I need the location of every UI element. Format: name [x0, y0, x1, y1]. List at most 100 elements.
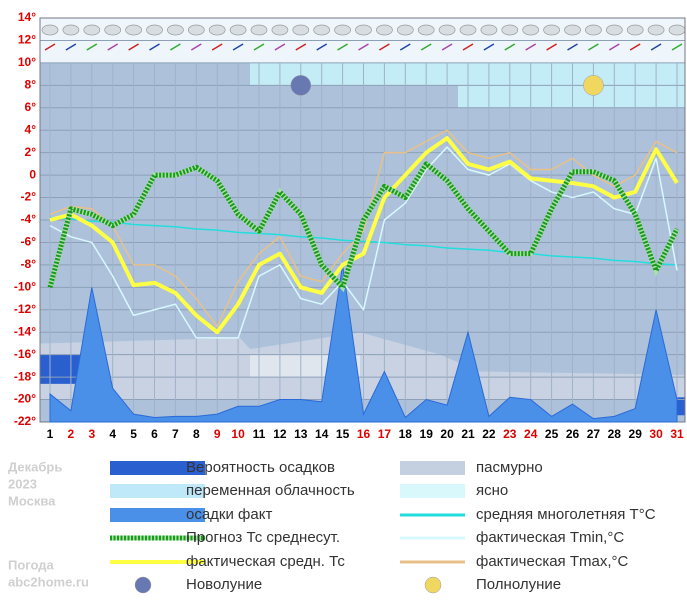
y-tick-label: -2° [21, 190, 37, 204]
legend-label: фактическая Tmin,°C [476, 529, 624, 546]
wind-arrow [170, 43, 181, 51]
x-tick-label: 17 [378, 427, 392, 441]
weather-icon [83, 24, 101, 36]
y-tick-label: -10° [14, 280, 36, 294]
wind-arrow [650, 43, 662, 51]
wind-arrow [190, 43, 202, 51]
y-tick-label: -4° [21, 212, 37, 226]
x-tick-label: 28 [608, 427, 622, 441]
legend-label: фактическая Tmax,°C [476, 553, 629, 570]
legend-label: переменная облачность [186, 482, 355, 499]
x-tick-label: 12 [273, 427, 287, 441]
series-line [49, 146, 678, 339]
x-tick-label: 13 [294, 427, 308, 441]
weather-icon [250, 24, 268, 36]
x-tick-label: 22 [482, 427, 496, 441]
x-tick-label: 18 [399, 427, 413, 441]
weather-icon [292, 24, 310, 36]
x-tick-label: 21 [461, 427, 475, 441]
x-tick-label: 1 [47, 427, 54, 441]
x-tick-label: 8 [193, 427, 200, 441]
wind-arrow [671, 43, 683, 51]
weather-icon [396, 24, 414, 36]
weather-icon [146, 24, 163, 36]
weather-icon [229, 24, 247, 36]
weather-icon [647, 24, 665, 36]
y-tick-label: 4° [25, 122, 37, 136]
overcast-band [40, 332, 685, 400]
month: Декабрь [8, 459, 62, 474]
weather-icon [543, 24, 560, 36]
legend-label: средняя многолетняя T°C [476, 506, 656, 523]
weather-icon [417, 24, 435, 36]
x-tick-label: 9 [214, 427, 221, 441]
x-tick-label: 16 [357, 427, 371, 441]
series-line [49, 136, 679, 335]
moon [583, 75, 604, 96]
wind-arrow [504, 43, 516, 51]
y-tick-label: 0 [29, 167, 36, 181]
x-tick-label: 2 [68, 427, 75, 441]
moon [290, 75, 312, 96]
legend-label: Полнолуние [476, 576, 561, 593]
y-tick-label: 2° [25, 145, 37, 159]
legend-swatch [134, 576, 152, 594]
weather-icon [334, 24, 351, 36]
x-tick-label: 5 [130, 427, 137, 441]
weather-icon [313, 24, 331, 36]
x-tick-label: 31 [670, 427, 684, 441]
y-tick-label: -16° [14, 347, 36, 361]
legend-swatch [400, 484, 465, 498]
weather-icon [62, 24, 80, 36]
wind-arrow [462, 43, 474, 51]
legend-label: ясно [476, 482, 508, 499]
precip-probability [40, 354, 80, 384]
weather-icon [355, 24, 372, 36]
y-tick-label: 8° [25, 78, 37, 92]
wind-arrow [629, 43, 641, 51]
weather-icon [376, 24, 393, 36]
clear-band [250, 62, 458, 86]
weather-icon [125, 24, 142, 36]
legend-swatch [424, 576, 442, 594]
y-tick-label: -20° [14, 392, 36, 406]
wind-arrow [608, 43, 620, 51]
weather-icon [605, 24, 623, 36]
y-tick-label: 10° [18, 55, 36, 69]
wind-arrow [65, 43, 77, 51]
weather-icon [522, 24, 540, 36]
y-tick-label: -12° [14, 302, 36, 316]
site-title: Погода [8, 557, 55, 572]
legend-label: Вероятность осадков [186, 459, 335, 476]
weather-icon [438, 24, 456, 36]
legend-label: Прогноз Тс среднесут. [186, 529, 340, 546]
x-tick-label: 20 [440, 427, 454, 441]
wind-arrow [546, 43, 557, 51]
x-tick-label: 6 [151, 427, 158, 441]
weather-icon [104, 24, 122, 36]
x-tick-label: 7 [172, 427, 179, 441]
wind-arrow [232, 43, 244, 51]
wind-arrow [379, 43, 390, 51]
weather-icon [668, 24, 686, 36]
x-tick-label: 25 [545, 427, 559, 441]
x-tick-label: 19 [420, 427, 434, 441]
wind-arrow [44, 43, 56, 51]
legend-swatch [110, 508, 205, 522]
x-tick-label: 27 [587, 427, 601, 441]
wind-arrow [358, 43, 369, 51]
wind-arrow [567, 43, 578, 51]
x-tick-label: 14 [315, 427, 329, 441]
wind-arrow [295, 43, 307, 51]
x-tick-label: 10 [231, 427, 245, 441]
legend-swatch [110, 461, 205, 475]
weather-icon [501, 24, 519, 36]
y-tick-label: -14° [14, 324, 36, 338]
wind-arrow [149, 43, 160, 51]
wind-arrow [441, 43, 453, 51]
weather-icon [167, 24, 184, 36]
weather-icon [585, 24, 602, 36]
wind-arrow [420, 43, 432, 51]
series-line [47, 161, 680, 290]
legend-label: осадки факт [186, 506, 272, 523]
